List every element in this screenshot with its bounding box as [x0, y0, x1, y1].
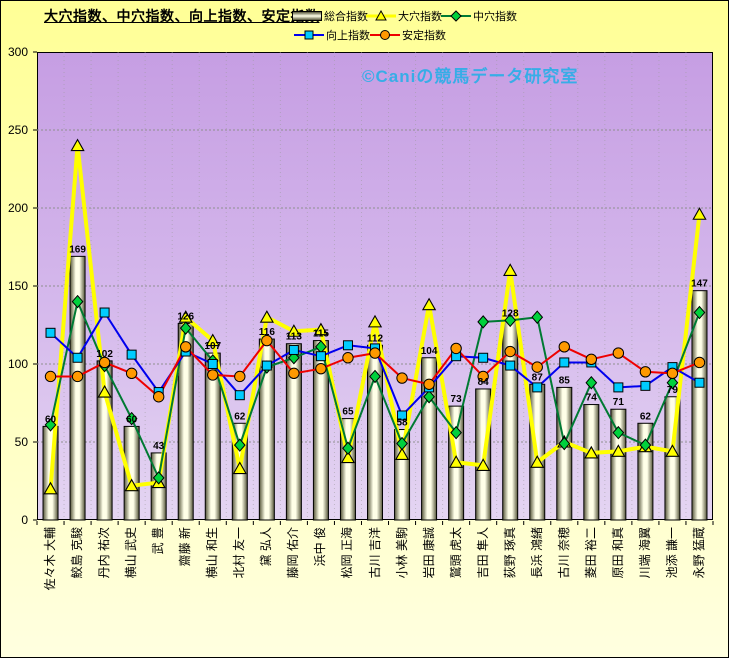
x-axis-label: 永野 猛蔵	[691, 527, 706, 579]
legend-item-kojo: 向上指数	[294, 27, 370, 43]
plot-area	[37, 52, 713, 520]
y-axis-label: 100	[7, 357, 28, 371]
x-axis-label: 佐々木 大輔	[43, 527, 58, 591]
x-axis-label: 藤岡 佑介	[286, 527, 301, 579]
legend-label: 向上指数	[326, 30, 370, 42]
x-axis-label: 吉田 隼人	[475, 527, 490, 579]
x-axis-label: 浜中 俊	[313, 527, 328, 567]
legend-label: 安定指数	[402, 30, 446, 42]
x-axis-label: 松岡 正海	[340, 527, 355, 579]
legend-label: 大穴指数	[398, 11, 442, 23]
watermark: ©Caniの競馬データ研究室	[362, 67, 579, 86]
x-axis-label: 鮫島 克駿	[70, 527, 85, 579]
square-line-icon	[294, 30, 324, 40]
x-axis-label: 岩田 康誠	[421, 527, 436, 579]
triangle-line-icon	[366, 10, 396, 21]
legend-label: 総合指数	[324, 11, 368, 23]
x-axis-label: 武 豊	[151, 527, 166, 555]
x-axis-label: 長浜 鴻緒	[529, 527, 544, 579]
bar-swatch-icon	[292, 11, 322, 21]
y-axis-label: 0	[21, 513, 28, 527]
x-axis-label: 原田 和真	[610, 527, 625, 579]
x-axis-label: 荻野 琢真	[502, 527, 517, 579]
x-axis-label: 北村 友一	[232, 527, 247, 579]
legend-item-ohana: 大穴指数	[366, 8, 442, 24]
legend-label: 中穴指数	[473, 11, 517, 23]
y-axis-label: 200	[7, 201, 28, 215]
y-axis-label: 150	[7, 279, 28, 293]
x-axis-label: 横山 和生	[205, 527, 220, 579]
x-axis-label: 池添 謙一	[664, 527, 679, 579]
y-axis-label: 300	[7, 45, 28, 59]
x-axis-label: 齋藤 新	[178, 527, 193, 567]
legend-item-sogo: 総合指数	[292, 8, 368, 24]
y-axis-label: 50	[14, 435, 28, 449]
x-axis-label: 古川 奈穂	[556, 527, 571, 579]
x-axis-label: 小林 美駒	[394, 527, 409, 579]
x-axis-label: 川端 海翼	[637, 527, 652, 579]
x-axis-label: 古川 吉洋	[367, 527, 382, 579]
chart-title: 大穴指数、中穴指数、向上指数、安定指数	[44, 8, 320, 24]
y-axis-label: 250	[7, 123, 28, 137]
x-axis-label: 鷲頭 虎太	[448, 527, 463, 579]
diamond-line-icon	[441, 10, 471, 22]
x-axis-label: 丹内 祐次	[97, 527, 112, 579]
x-axis-label: 横山 武史	[124, 527, 139, 579]
circle-line-icon	[370, 30, 400, 40]
legend-item-antei: 安定指数	[370, 27, 446, 43]
x-axis-label: 菱田 裕二	[583, 527, 598, 579]
legend-item-chuana: 中穴指数	[441, 8, 517, 24]
x-axis-label: 黛 弘人	[259, 527, 274, 567]
